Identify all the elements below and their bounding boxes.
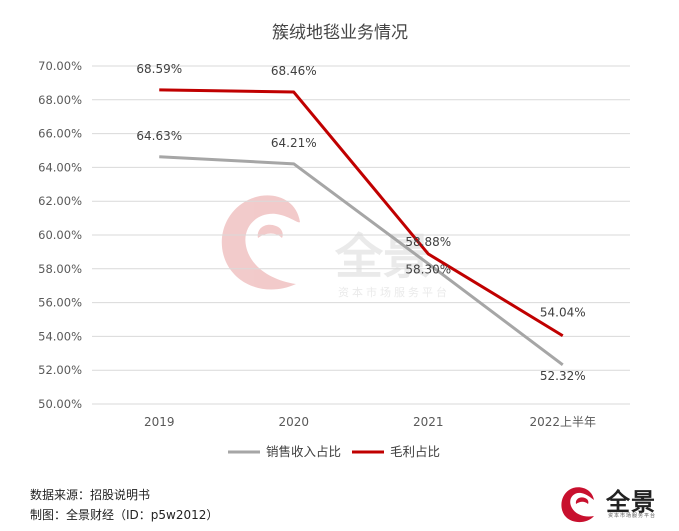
series-layer (159, 88, 564, 366)
data-label: 68.59% (136, 62, 182, 76)
y-tick-label: 56.00% (38, 296, 82, 310)
data-label: 68.46% (271, 64, 317, 78)
legend-label: 销售收入占比 (266, 444, 341, 459)
y-tick-label: 58.00% (38, 262, 82, 276)
data-label: 58.30% (405, 263, 451, 277)
data-label: 52.32% (540, 369, 586, 383)
y-tick-label: 62.00% (38, 194, 82, 208)
data-source-note: 数据来源：招股说明书 (30, 488, 151, 502)
p5w-swirl-logo-icon (561, 487, 594, 523)
brand-logo: 全景 资本市场服务平台 (558, 480, 668, 526)
data-label: 54.04% (540, 306, 586, 320)
y-tick-label: 64.00% (38, 160, 82, 174)
y-tick-label: 50.00% (38, 397, 82, 411)
x-tick-label: 2020 (278, 415, 309, 429)
y-tick-label: 54.00% (38, 329, 82, 343)
chart-credit: 制图：全景财经（ID：p5w2012） (30, 508, 219, 522)
logo-tagline: 资本市场服务平台 (608, 513, 657, 519)
y-tick-label: 66.00% (38, 127, 82, 141)
y-tick-label: 60.00% (38, 228, 82, 242)
logo-name: 全景 (606, 488, 656, 516)
x-tick-label: 2019 (144, 415, 175, 429)
data-label: 64.21% (271, 136, 317, 150)
x-tick-label: 2022上半年 (529, 415, 596, 429)
data-labels: 64.63% 64.21% 58.30% 52.32% 68.59% 68.46% 58.8… (136, 62, 585, 383)
y-tick-label: 68.00% (38, 93, 82, 107)
data-label: 64.63% (136, 129, 182, 143)
y-tick-label: 70.00% (38, 59, 82, 73)
data-label: 58.88% (405, 235, 451, 249)
chart-title: 簇绒地毯业务情况 (272, 23, 408, 43)
chart: 簇绒地毯业务情况 全景 资本市场服务平台 70.00%68.00%66.00%6… (38, 23, 630, 459)
legend-label: 毛利占比 (390, 444, 440, 459)
y-tick-label: 52.00% (38, 363, 82, 377)
x-tick-label: 2021 (413, 415, 444, 429)
series-line (159, 155, 564, 366)
grid (92, 65, 630, 405)
series-line (159, 88, 564, 338)
y-axis: 70.00% 68.00% 66.00% 64.00% 62.00% 60.00% 58.0… (38, 59, 82, 411)
watermark-tagline: 资本市场服务平台 (338, 285, 450, 299)
x-axis: 2019 2020 2021 2022上半年 (144, 415, 596, 429)
legend: 销售收入占比 毛利占比 (228, 444, 440, 459)
watermark-swirl-icon (221, 195, 300, 290)
